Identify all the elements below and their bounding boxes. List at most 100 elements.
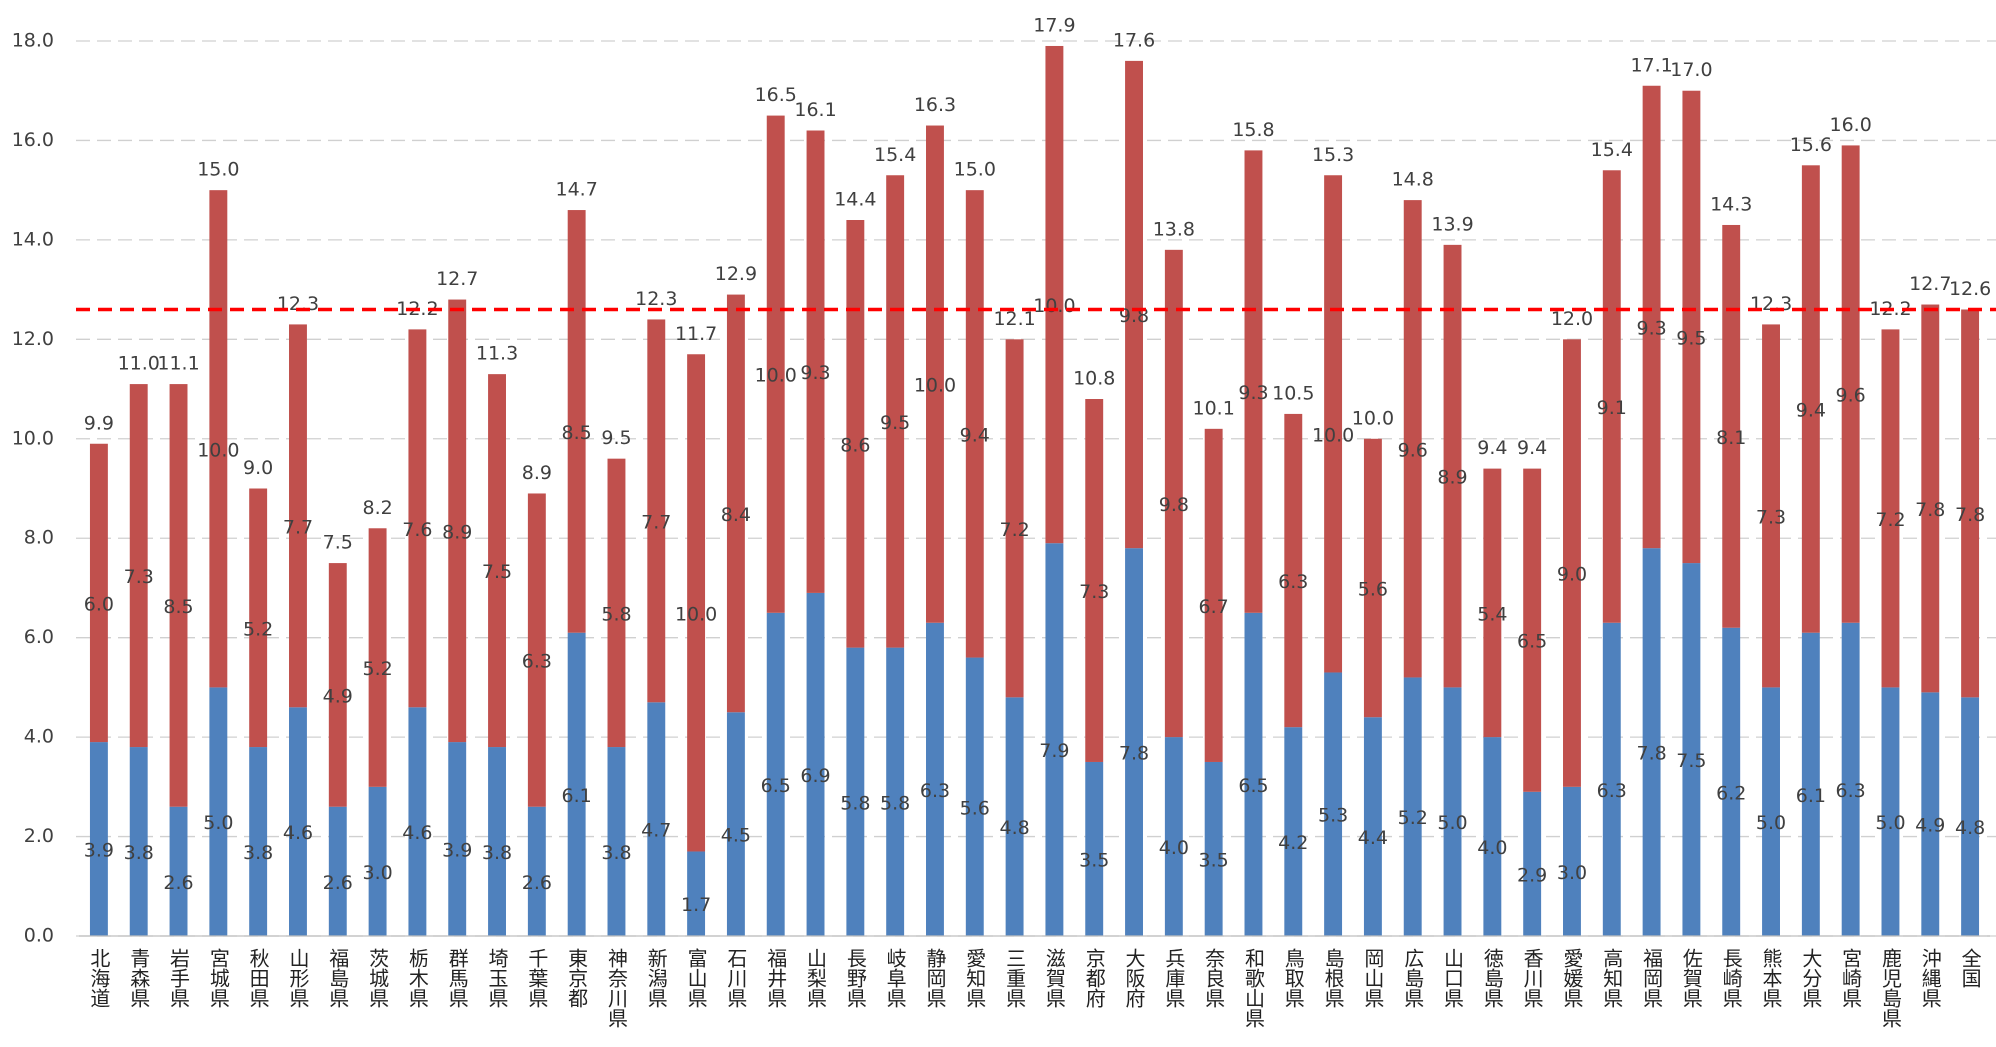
total-label: 14.7	[556, 179, 598, 201]
total-label: 13.8	[1153, 218, 1195, 240]
bar-segment	[1563, 339, 1581, 787]
bar-segment	[448, 299, 467, 743]
total-label: 16.5	[755, 84, 797, 106]
data-label: 4.4	[1358, 827, 1388, 849]
data-label: 5.2	[362, 658, 392, 680]
bar-segment	[1921, 692, 1940, 936]
data-label: 5.8	[880, 792, 910, 814]
data-label: 5.6	[960, 797, 990, 819]
bar-segment	[806, 592, 825, 936]
x-tick-label: 富山県	[684, 948, 708, 1008]
bar-segment	[527, 493, 546, 807]
x-tick-label: 山梨県	[804, 948, 828, 1008]
total-label: 10.8	[1073, 368, 1115, 390]
bar-segment	[408, 329, 427, 708]
data-label: 5.0	[1756, 812, 1786, 834]
bar-segment	[1045, 543, 1064, 936]
data-label: 7.5	[1676, 750, 1706, 772]
total-label: 9.9	[84, 412, 114, 434]
bar-segment	[1483, 468, 1502, 738]
bar-segment	[1164, 249, 1183, 738]
data-label: 3.8	[482, 842, 512, 864]
bar-segment	[368, 786, 387, 936]
bar-segment	[1881, 329, 1900, 688]
bar-segment	[1682, 90, 1701, 564]
data-label: 3.5	[1079, 849, 1109, 871]
total-label: 11.7	[675, 323, 717, 345]
bar-segment	[1841, 622, 1860, 936]
x-tick-label: 千葉県	[525, 948, 549, 1008]
x-tick-label: 北海道	[87, 948, 111, 1008]
data-label: 7.3	[1079, 581, 1109, 603]
data-label: 7.2	[999, 519, 1029, 541]
x-tick-label: 鳥取県	[1281, 948, 1305, 1008]
total-label: 17.9	[1033, 14, 1075, 36]
total-label: 15.6	[1790, 134, 1832, 156]
bar-segment	[1005, 339, 1024, 698]
total-label: 15.3	[1312, 144, 1354, 166]
data-label: 9.5	[1676, 327, 1706, 349]
total-label: 12.3	[1750, 293, 1792, 315]
data-label: 5.3	[1318, 805, 1348, 827]
bar-segment	[965, 190, 984, 658]
x-tick-label: 栃木県	[405, 948, 429, 1008]
total-label: 12.3	[277, 293, 319, 315]
bar-segment	[647, 319, 666, 703]
x-tick-label: 三重県	[1003, 948, 1027, 1008]
total-label: 17.6	[1113, 29, 1155, 51]
data-label: 4.2	[1278, 832, 1308, 854]
bar-segment	[1762, 324, 1780, 688]
total-label: 15.8	[1232, 119, 1274, 141]
data-label: 6.3	[1278, 571, 1308, 593]
x-tick-label: 大阪府	[1122, 948, 1146, 1008]
bar-segment	[1085, 399, 1104, 762]
data-label: 7.3	[124, 566, 154, 588]
bar-segment	[1602, 170, 1621, 623]
bar-segment	[289, 324, 307, 708]
bar-segment	[1762, 687, 1780, 936]
total-label: 11.3	[476, 343, 518, 365]
total-label: 9.4	[1517, 437, 1547, 459]
data-label: 3.0	[362, 862, 392, 884]
x-tick-label: 茨城県	[366, 948, 390, 1008]
total-label: 12.7	[436, 268, 478, 290]
x-tick-label: 岐阜県	[883, 948, 907, 1008]
data-label: 6.5	[761, 775, 791, 797]
total-label: 15.0	[197, 159, 239, 181]
data-label: 7.2	[1875, 509, 1905, 531]
total-label: 17.0	[1670, 59, 1712, 81]
data-label: 4.9	[323, 685, 353, 707]
data-label: 8.5	[163, 596, 193, 618]
x-tick-label: 福岡県	[1640, 948, 1664, 1008]
data-label: 8.6	[840, 434, 870, 456]
bar-segment	[1005, 697, 1024, 936]
x-tick-label: 岩手県	[167, 948, 191, 1008]
bar-segment	[249, 747, 268, 936]
x-tick-label: 徳島県	[1480, 948, 1504, 1008]
total-label: 12.1	[993, 308, 1035, 330]
data-label: 4.8	[1955, 817, 1985, 839]
total-label: 9.0	[243, 457, 273, 479]
bar-segment	[1324, 175, 1343, 673]
data-label: 9.1	[1597, 397, 1627, 419]
data-label: 5.2	[1398, 807, 1428, 829]
x-tick-label: 愛知県	[963, 948, 987, 1008]
x-tick-label: 長崎県	[1719, 948, 1743, 1008]
bar-segment	[1403, 677, 1422, 936]
bar-segment	[1443, 244, 1462, 688]
total-label: 10.0	[1352, 407, 1394, 429]
x-tick-label: 福島県	[326, 948, 350, 1008]
total-label: 10.1	[1193, 397, 1235, 419]
data-label: 8.9	[442, 521, 472, 543]
bar-segment	[1801, 632, 1820, 936]
total-label: 15.0	[954, 159, 996, 181]
bar-segment	[687, 354, 706, 852]
x-tick-label: 京都府	[1082, 948, 1106, 1008]
bar-segment	[1921, 304, 1940, 693]
bar-segment	[1125, 548, 1143, 936]
data-label: 5.4	[1477, 603, 1507, 625]
x-tick-label: 香川県	[1520, 948, 1544, 1008]
y-tick-label: 8.0	[24, 527, 54, 549]
x-tick-label: 山口県	[1441, 948, 1465, 1008]
data-label: 10.0	[675, 603, 717, 625]
